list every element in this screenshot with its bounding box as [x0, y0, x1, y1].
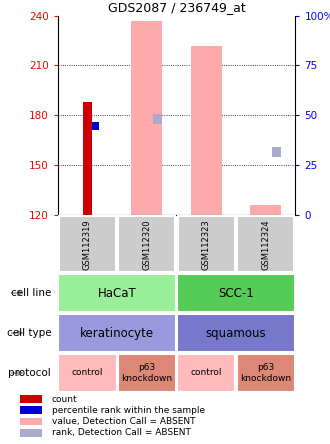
Bar — [19, 418, 42, 425]
Text: HaCaT: HaCaT — [98, 286, 137, 300]
Bar — [153, 114, 162, 124]
FancyBboxPatch shape — [58, 354, 116, 392]
FancyBboxPatch shape — [177, 314, 295, 352]
Text: control: control — [190, 369, 222, 377]
Text: p63
knockdown: p63 knockdown — [121, 363, 172, 383]
Text: protocol: protocol — [8, 368, 51, 378]
Text: value, Detection Call = ABSENT: value, Detection Call = ABSENT — [52, 417, 195, 426]
Text: GSM112324: GSM112324 — [261, 219, 270, 270]
Bar — [250, 206, 281, 215]
FancyBboxPatch shape — [118, 217, 175, 272]
Text: SCC-1: SCC-1 — [218, 286, 254, 300]
Text: keratinocyte: keratinocyte — [80, 326, 154, 340]
Bar — [19, 395, 42, 403]
Text: control: control — [72, 369, 103, 377]
FancyBboxPatch shape — [237, 217, 294, 272]
Bar — [19, 429, 42, 436]
Text: p63
knockdown: p63 knockdown — [240, 363, 291, 383]
FancyBboxPatch shape — [118, 354, 176, 392]
Text: GSM112319: GSM112319 — [83, 219, 92, 270]
Text: GSM112320: GSM112320 — [142, 219, 151, 270]
FancyBboxPatch shape — [177, 354, 235, 392]
FancyBboxPatch shape — [178, 217, 235, 272]
Bar — [131, 20, 162, 215]
Bar — [272, 147, 281, 157]
Text: rank, Detection Call = ABSENT: rank, Detection Call = ABSENT — [52, 428, 191, 437]
Text: squamous: squamous — [206, 326, 266, 340]
Text: percentile rank within the sample: percentile rank within the sample — [52, 406, 205, 415]
FancyBboxPatch shape — [237, 354, 295, 392]
Bar — [83, 102, 92, 215]
Title: GDS2087 / 236749_at: GDS2087 / 236749_at — [108, 1, 246, 14]
FancyBboxPatch shape — [59, 217, 116, 272]
FancyBboxPatch shape — [58, 314, 176, 352]
Bar — [19, 407, 42, 414]
FancyBboxPatch shape — [177, 274, 295, 312]
Bar — [92, 122, 99, 131]
Bar — [191, 46, 222, 215]
FancyBboxPatch shape — [58, 274, 176, 312]
Text: GSM112323: GSM112323 — [202, 219, 211, 270]
Text: count: count — [52, 395, 78, 404]
Text: cell type: cell type — [7, 328, 51, 338]
Text: cell line: cell line — [11, 288, 51, 298]
